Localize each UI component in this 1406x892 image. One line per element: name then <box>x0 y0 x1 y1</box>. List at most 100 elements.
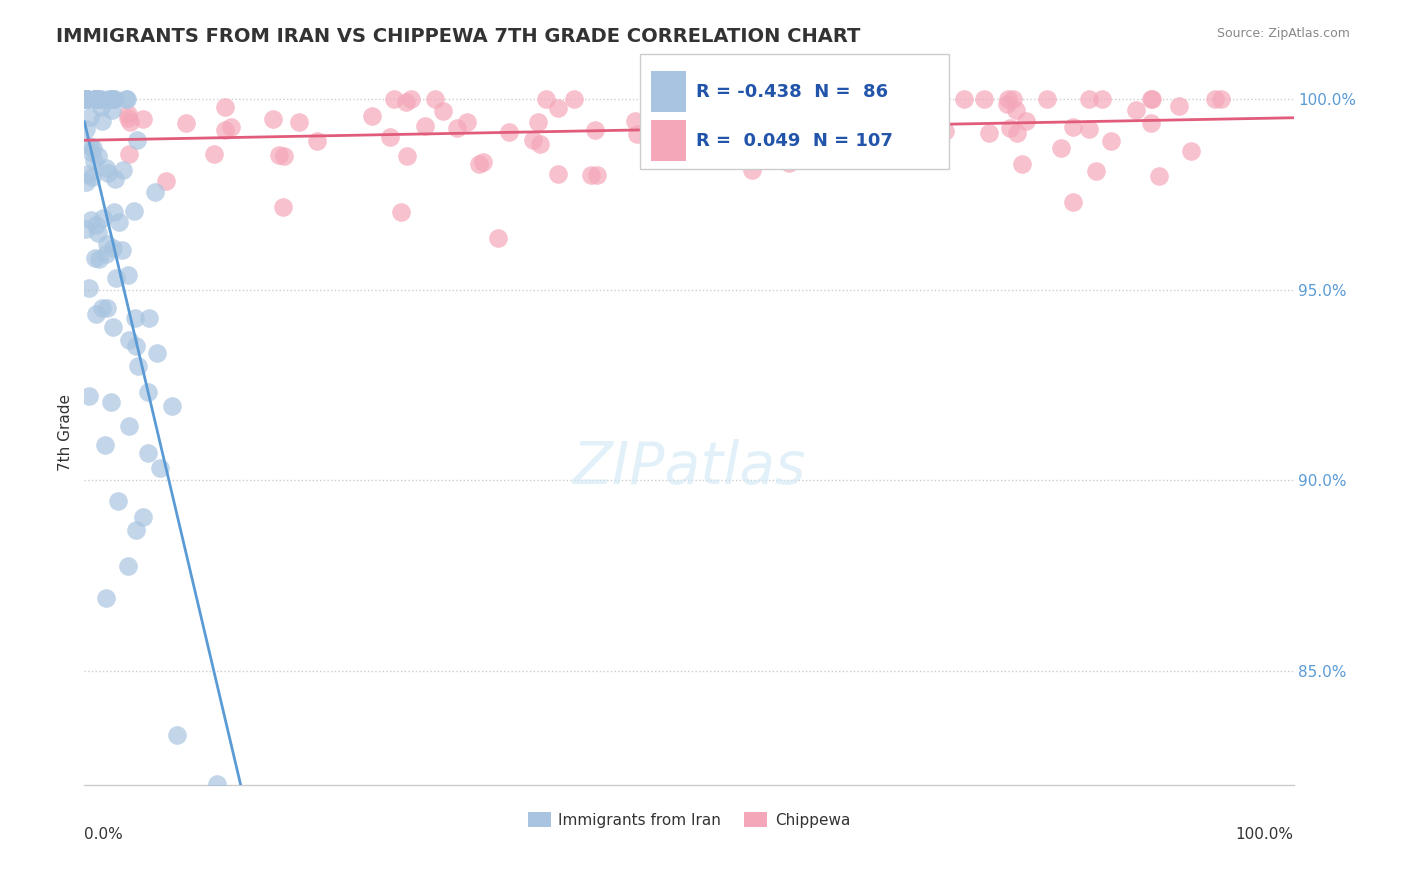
Point <box>79 139 101 153</box>
Point <box>112 162 135 177</box>
Point <box>149 461 172 475</box>
Point <box>1084 164 1107 178</box>
Point <box>562 92 585 106</box>
Point <box>77 389 100 403</box>
Point <box>214 122 236 136</box>
Point <box>790 92 813 106</box>
Point <box>934 124 956 138</box>
Text: 0.0%: 0.0% <box>84 827 124 842</box>
Point <box>1062 194 1084 209</box>
Text: R =  0.049  N = 107: R = 0.049 N = 107 <box>696 132 893 150</box>
Point <box>547 101 569 115</box>
Point <box>267 148 290 162</box>
Point <box>104 92 127 106</box>
Point <box>219 120 242 135</box>
Text: R = -0.438  N =  86: R = -0.438 N = 86 <box>696 83 889 101</box>
Point <box>262 112 284 126</box>
Point <box>101 92 124 106</box>
Point <box>115 92 138 106</box>
Point <box>117 268 139 283</box>
Point <box>1077 92 1099 106</box>
Point <box>1204 92 1226 106</box>
Point <box>138 311 160 326</box>
Point <box>87 149 110 163</box>
Point <box>155 173 177 187</box>
Point <box>205 777 228 791</box>
Point <box>118 146 141 161</box>
Point <box>536 92 558 106</box>
Point <box>852 92 875 106</box>
Point <box>446 121 468 136</box>
Point <box>89 92 111 106</box>
Point <box>103 240 125 254</box>
Point <box>1078 122 1101 136</box>
Point <box>82 140 104 154</box>
Point <box>122 204 145 219</box>
Point <box>382 92 405 106</box>
Point <box>273 149 295 163</box>
Point <box>824 98 846 112</box>
Point <box>91 211 114 225</box>
Point <box>76 92 98 106</box>
Point <box>84 218 107 232</box>
Point <box>97 166 120 180</box>
Point <box>76 92 98 106</box>
Point <box>94 161 117 175</box>
Point <box>952 92 974 106</box>
Text: IMMIGRANTS FROM IRAN VS CHIPPEWA 7TH GRADE CORRELATION CHART: IMMIGRANTS FROM IRAN VS CHIPPEWA 7TH GRA… <box>56 27 860 45</box>
Point <box>75 92 97 106</box>
Point <box>689 111 711 125</box>
Point <box>583 123 606 137</box>
Point <box>471 155 494 169</box>
Point <box>75 175 97 189</box>
Point <box>118 419 141 434</box>
Point <box>118 333 141 347</box>
Point <box>887 120 910 135</box>
Point <box>869 149 891 163</box>
Point <box>413 119 436 133</box>
Point <box>1099 135 1122 149</box>
Point <box>80 170 103 185</box>
Point <box>498 125 520 139</box>
Point <box>741 162 763 177</box>
Point <box>77 167 100 181</box>
Point <box>75 222 97 236</box>
Point <box>80 145 103 160</box>
Point <box>79 281 101 295</box>
Point <box>669 92 692 106</box>
Point <box>921 92 943 106</box>
Point <box>527 115 550 129</box>
Point <box>115 92 138 106</box>
Point <box>118 115 141 129</box>
Point <box>1140 92 1163 106</box>
Point <box>86 307 108 321</box>
Point <box>86 92 108 106</box>
Point <box>1001 92 1024 106</box>
Point <box>915 98 938 112</box>
Point <box>1168 99 1191 113</box>
Y-axis label: 7th Grade: 7th Grade <box>58 394 73 471</box>
Point <box>84 92 107 106</box>
Point <box>111 243 134 257</box>
Point <box>166 728 188 742</box>
Point <box>1014 114 1036 128</box>
Point <box>626 127 648 141</box>
Legend: Immigrants from Iran, Chippewa: Immigrants from Iran, Chippewa <box>522 805 856 834</box>
Point <box>432 103 454 118</box>
Point <box>202 146 225 161</box>
Point <box>547 167 569 181</box>
Point <box>1050 141 1073 155</box>
Point <box>1140 116 1163 130</box>
Point <box>84 92 107 106</box>
Point <box>690 120 713 134</box>
Point <box>704 136 727 151</box>
Point <box>160 400 183 414</box>
Point <box>124 310 146 325</box>
Point <box>84 92 107 106</box>
Point <box>105 271 128 285</box>
Point <box>380 130 402 145</box>
Point <box>125 523 148 537</box>
Point <box>103 205 125 219</box>
Point <box>1091 92 1114 106</box>
Point <box>79 110 101 124</box>
